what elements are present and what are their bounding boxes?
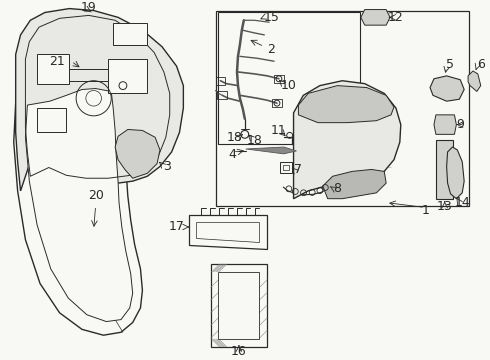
Text: 20: 20 bbox=[88, 189, 103, 202]
Polygon shape bbox=[113, 23, 147, 45]
Polygon shape bbox=[323, 170, 386, 199]
FancyBboxPatch shape bbox=[219, 13, 360, 144]
Polygon shape bbox=[37, 108, 66, 132]
Text: 5: 5 bbox=[445, 58, 454, 71]
Polygon shape bbox=[436, 140, 453, 199]
Polygon shape bbox=[294, 81, 401, 199]
Text: 14: 14 bbox=[454, 196, 470, 209]
Text: 17: 17 bbox=[169, 220, 184, 234]
Text: 10: 10 bbox=[281, 79, 296, 92]
Text: 12: 12 bbox=[388, 11, 404, 24]
Polygon shape bbox=[446, 147, 464, 199]
Polygon shape bbox=[361, 10, 390, 25]
Text: 3: 3 bbox=[163, 160, 171, 173]
Polygon shape bbox=[298, 86, 394, 123]
Polygon shape bbox=[219, 272, 259, 339]
Polygon shape bbox=[189, 215, 267, 249]
Polygon shape bbox=[211, 264, 267, 347]
Text: 15: 15 bbox=[263, 11, 279, 24]
Polygon shape bbox=[246, 147, 296, 154]
FancyBboxPatch shape bbox=[216, 10, 469, 206]
Polygon shape bbox=[468, 71, 481, 91]
Text: 6: 6 bbox=[477, 58, 485, 71]
Text: 21: 21 bbox=[49, 55, 65, 68]
Polygon shape bbox=[108, 59, 147, 93]
Polygon shape bbox=[434, 115, 456, 134]
Text: 19: 19 bbox=[81, 1, 97, 14]
Polygon shape bbox=[14, 79, 143, 335]
Polygon shape bbox=[25, 89, 133, 321]
Text: 13: 13 bbox=[437, 200, 453, 213]
Text: 16: 16 bbox=[231, 345, 247, 358]
Text: 8: 8 bbox=[333, 183, 342, 195]
Text: 4: 4 bbox=[228, 148, 236, 161]
Polygon shape bbox=[115, 130, 160, 178]
Text: 18: 18 bbox=[227, 131, 243, 144]
Text: 18: 18 bbox=[246, 134, 263, 147]
Text: 1: 1 bbox=[421, 204, 429, 217]
Text: 2: 2 bbox=[267, 43, 275, 56]
Text: 9: 9 bbox=[456, 118, 464, 131]
Circle shape bbox=[119, 82, 127, 90]
Polygon shape bbox=[43, 69, 121, 81]
Text: 11: 11 bbox=[271, 124, 287, 137]
Polygon shape bbox=[37, 54, 69, 84]
Polygon shape bbox=[430, 76, 464, 101]
Text: 7: 7 bbox=[294, 163, 302, 176]
Polygon shape bbox=[196, 222, 259, 242]
Polygon shape bbox=[16, 9, 183, 191]
